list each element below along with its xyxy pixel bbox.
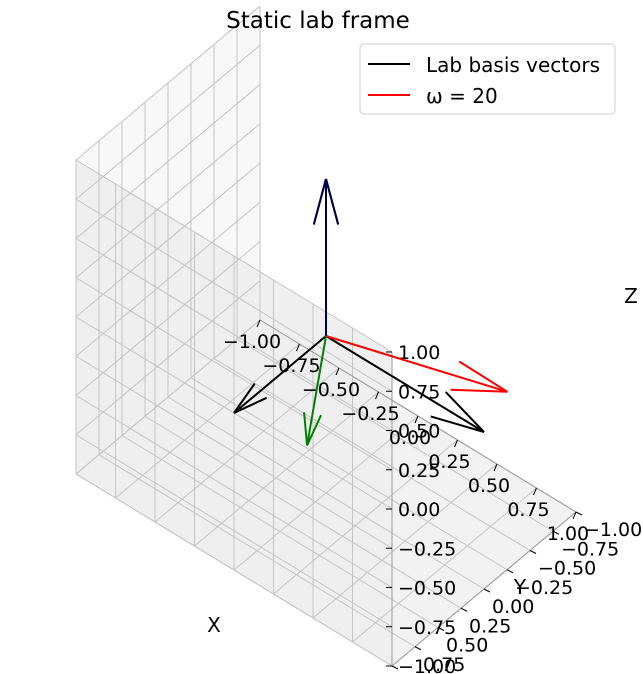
- grid-line: [144, 415, 462, 609]
- grid-line: [75, 5, 261, 161]
- y-tick-label: −1.00: [584, 519, 642, 541]
- vector-s2-v0-head: [306, 414, 322, 446]
- vector-s1-v0-head: [450, 388, 508, 393]
- vector-s1-v0-head: [458, 360, 509, 393]
- y-tick-label: −0.50: [538, 558, 596, 580]
- grid-line: [75, 198, 393, 392]
- grid-line: [75, 159, 393, 353]
- vector-s0-v1-head: [233, 382, 256, 414]
- y-tick: [437, 627, 445, 631]
- x-tick: [375, 391, 379, 400]
- x-tick: [493, 463, 498, 472]
- vector-s3-v0-head: [325, 178, 340, 225]
- vector-s0-v1-head: [233, 396, 268, 414]
- z-tick-label: −0.25: [398, 538, 456, 560]
- z-tick-label: −0.50: [398, 578, 456, 600]
- vector-s0-v0-head: [430, 415, 485, 433]
- z-tick-label: 1.00: [398, 342, 440, 364]
- y-tick-label: 0.00: [492, 596, 534, 618]
- y-tick-label: 0.25: [469, 615, 511, 637]
- vector-s0-v0-shaft: [325, 335, 485, 433]
- z-tick-label: −1.00: [398, 656, 456, 674]
- x-tick: [414, 415, 419, 424]
- vector-s3-v0: [312, 178, 340, 336]
- vector-s0-v1-shaft: [233, 335, 327, 414]
- x-tick-label: 1.00: [547, 523, 589, 545]
- vector-s0-v0-head: [444, 391, 485, 433]
- grid-line: [75, 84, 261, 239]
- y-tick-label: 0.50: [446, 635, 488, 657]
- tick-marks: [256, 319, 583, 670]
- grid-line: [75, 277, 393, 471]
- y-tick: [529, 550, 537, 554]
- x-axis-label: X: [207, 613, 221, 637]
- legend-frame: [359, 43, 616, 115]
- vector-s0-v0: [325, 335, 485, 433]
- y-tick: [575, 511, 583, 516]
- grid-line: [98, 454, 416, 648]
- y-tick: [391, 665, 399, 670]
- x-tick-label: 0.25: [428, 451, 470, 473]
- y-axis-label: Y: [513, 575, 527, 599]
- vector-s2-v0: [303, 335, 327, 446]
- y-tick: [483, 588, 491, 593]
- x-tick-label: 0.75: [507, 499, 549, 521]
- tick-labels: −1.00−0.75−0.50−0.250.000.250.500.751.00…: [223, 331, 642, 674]
- x-tick-label: 0.00: [389, 427, 431, 449]
- vector-s1-v0: [325, 335, 509, 393]
- grid-line: [75, 473, 393, 667]
- legend-label-lab-basis: Lab basis vectors: [426, 53, 600, 77]
- grid-line: [167, 396, 485, 590]
- z-axis-label: Z: [624, 284, 638, 308]
- vector-s2-v0-head: [303, 412, 309, 446]
- grid-line: [352, 487, 537, 643]
- y-tick: [414, 646, 422, 651]
- y-tick: [460, 607, 468, 612]
- z-tick-label: 0.25: [398, 460, 440, 482]
- grid-line: [75, 238, 393, 431]
- vector-s2-v0-shaft: [306, 335, 327, 446]
- grid-line: [75, 44, 261, 200]
- z-tick-label: 0.50: [398, 421, 440, 443]
- legend-label-omega: ω = 20: [426, 84, 498, 108]
- vector-s1-v0-shaft: [325, 335, 508, 393]
- vectors: [233, 178, 509, 446]
- y-tick: [552, 530, 560, 535]
- grid-line: [121, 435, 439, 628]
- y-tick: [506, 569, 514, 574]
- grid-line: [273, 439, 458, 595]
- grid-line: [75, 162, 261, 318]
- x-tick: [533, 487, 537, 496]
- y-tick-label: −0.25: [515, 577, 573, 599]
- x-tick: [335, 367, 340, 376]
- x-tick: [572, 511, 577, 520]
- x-tick-label: −0.25: [341, 403, 399, 425]
- chart-title: Static lab frame: [226, 8, 410, 34]
- grid-line: [312, 463, 498, 619]
- x-tick: [296, 343, 300, 352]
- x-tick: [256, 319, 261, 328]
- vector-s0-v1: [233, 335, 327, 414]
- legend: Lab basis vectors ω = 20: [359, 43, 616, 115]
- x-tick: [454, 439, 458, 448]
- x-tick-label: −1.00: [223, 331, 281, 353]
- x-tick-label: 0.50: [468, 475, 510, 497]
- x-tick-label: −0.50: [302, 379, 360, 401]
- y-tick-label: 0.75: [423, 654, 465, 674]
- grid-line: [75, 123, 261, 279]
- z-tick-label: 0.00: [398, 499, 440, 521]
- vector-s3-v0-head: [312, 178, 327, 225]
- z-tick-label: −0.75: [398, 617, 456, 639]
- y-tick-label: −0.75: [561, 538, 619, 560]
